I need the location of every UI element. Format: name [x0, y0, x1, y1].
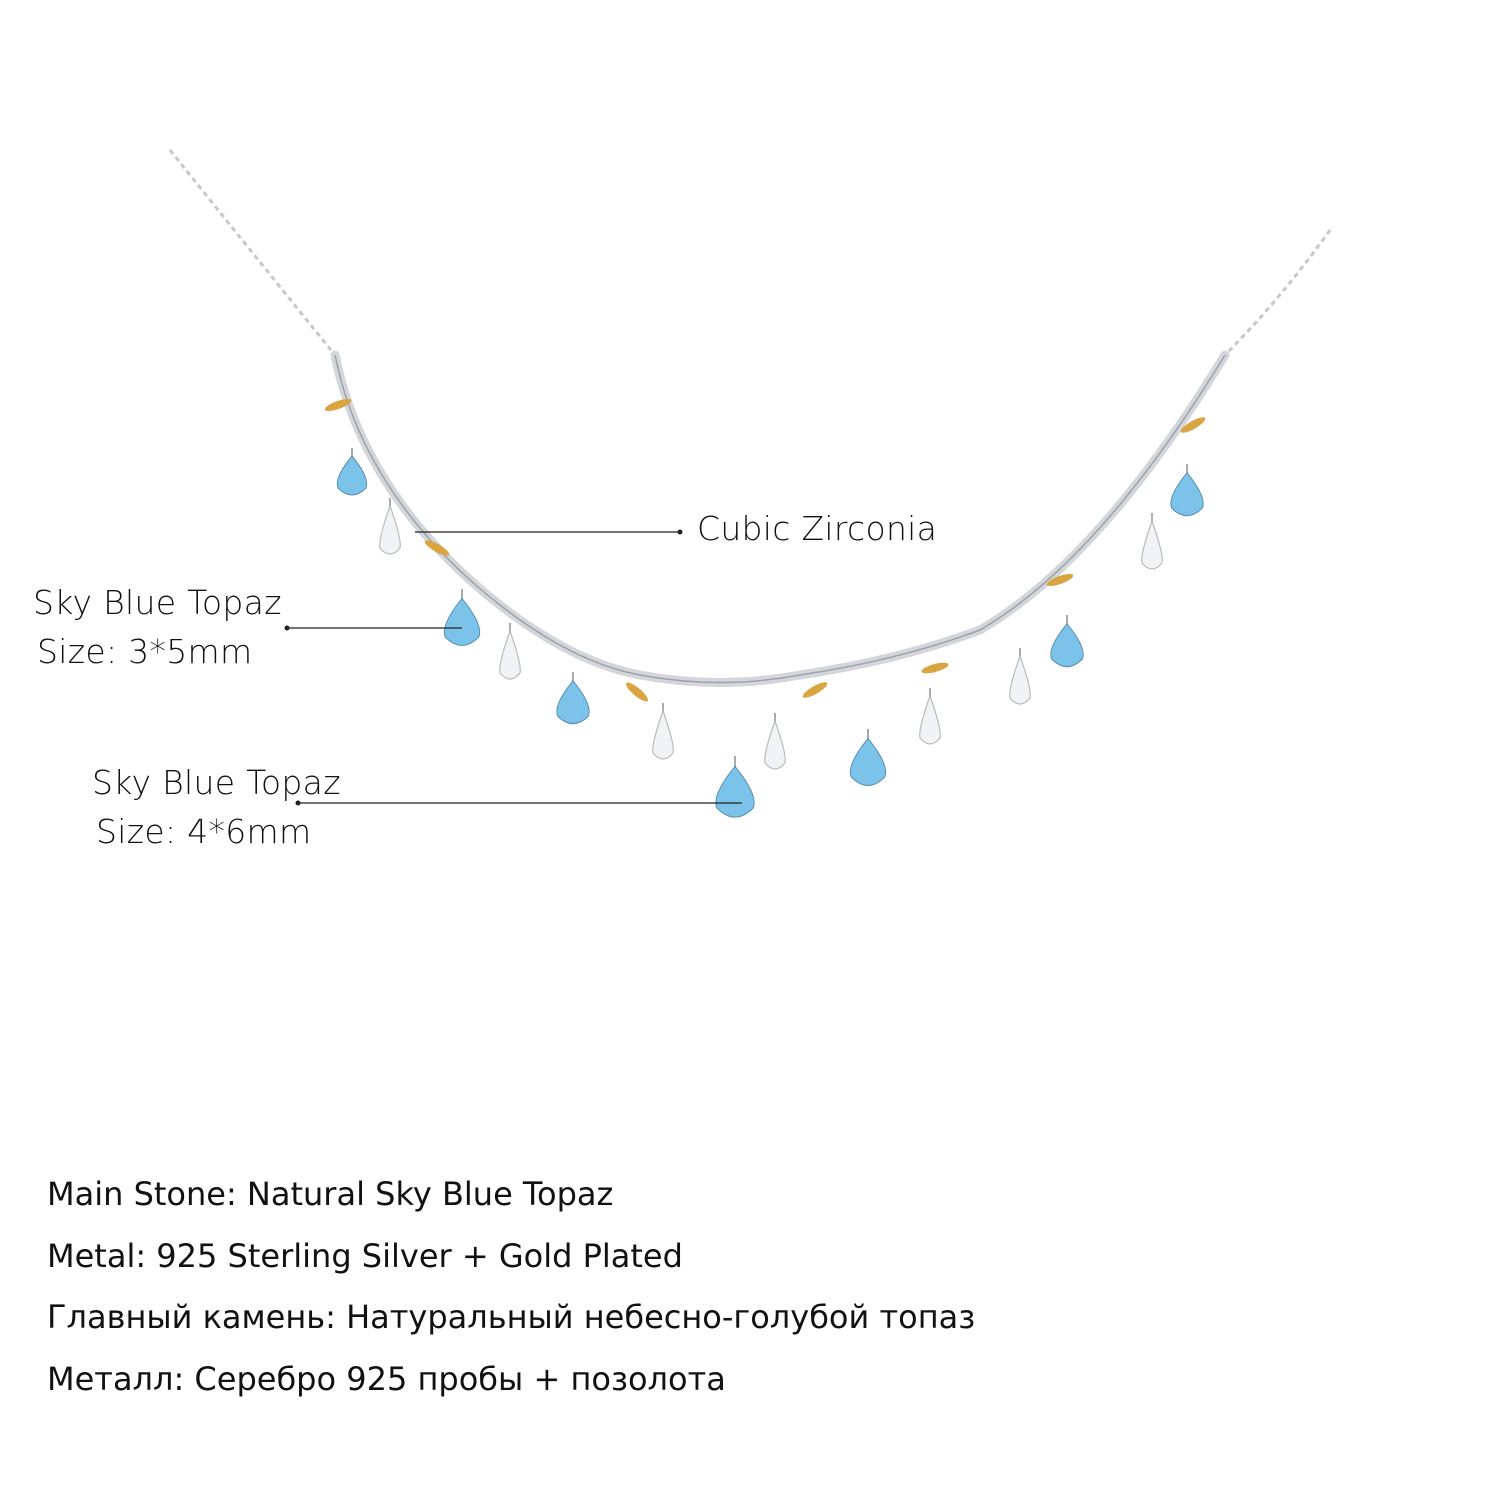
- topaz-drop: [556, 672, 590, 725]
- callout-topaz-large-name: Sky Blue Topaz: [92, 763, 341, 802]
- callout-topaz-small-name: Sky Blue Topaz: [33, 583, 282, 622]
- topaz-drop: [443, 589, 481, 646]
- cubic-zirconia-drop: [379, 498, 401, 555]
- gold-leaf: [802, 682, 828, 698]
- callout-topaz-large-size: Size: 4*6mm: [96, 812, 312, 851]
- spec-metal: Metal: 925 Sterling Silver + Gold Plated: [47, 1237, 683, 1275]
- topaz-drop: [849, 729, 887, 786]
- spec-metal-ru: Металл: Серебро 925 пробы + позолота: [47, 1360, 726, 1398]
- callout-topaz-small-size: Size: 3*5mm: [37, 632, 253, 671]
- cubic-zirconia-drop: [764, 713, 786, 770]
- cubic-zirconia-drop: [1009, 648, 1031, 705]
- topaz-drop: [336, 448, 368, 496]
- cubic-zirconia-drop: [919, 688, 941, 745]
- callout-cubic-zirconia: Cubic Zirconia: [697, 509, 938, 548]
- gold-leaf: [324, 398, 352, 412]
- topaz-drop: [1170, 464, 1204, 517]
- cubic-zirconia-drop: [499, 623, 521, 680]
- topaz-drop: [715, 756, 755, 818]
- gold-leaf: [1180, 417, 1206, 433]
- chain-right: [1223, 229, 1332, 357]
- callout-lines: [284, 529, 742, 806]
- spec-main-stone: Main Stone: Natural Sky Blue Topaz: [47, 1175, 614, 1213]
- gold-leaves: [324, 398, 1206, 702]
- gold-leaf: [1046, 573, 1074, 587]
- gold-leaf: [921, 662, 949, 674]
- topaz-drop: [1050, 615, 1084, 668]
- gold-leaf: [424, 540, 450, 556]
- drops: [336, 448, 1204, 818]
- spec-main-stone-ru: Главный камень: Натуральный небесно-голу…: [47, 1298, 976, 1336]
- chain-left: [168, 149, 337, 356]
- gold-leaf: [625, 682, 649, 702]
- cubic-zirconia-drop: [1141, 513, 1163, 570]
- cubic-zirconia-drop: [652, 703, 674, 760]
